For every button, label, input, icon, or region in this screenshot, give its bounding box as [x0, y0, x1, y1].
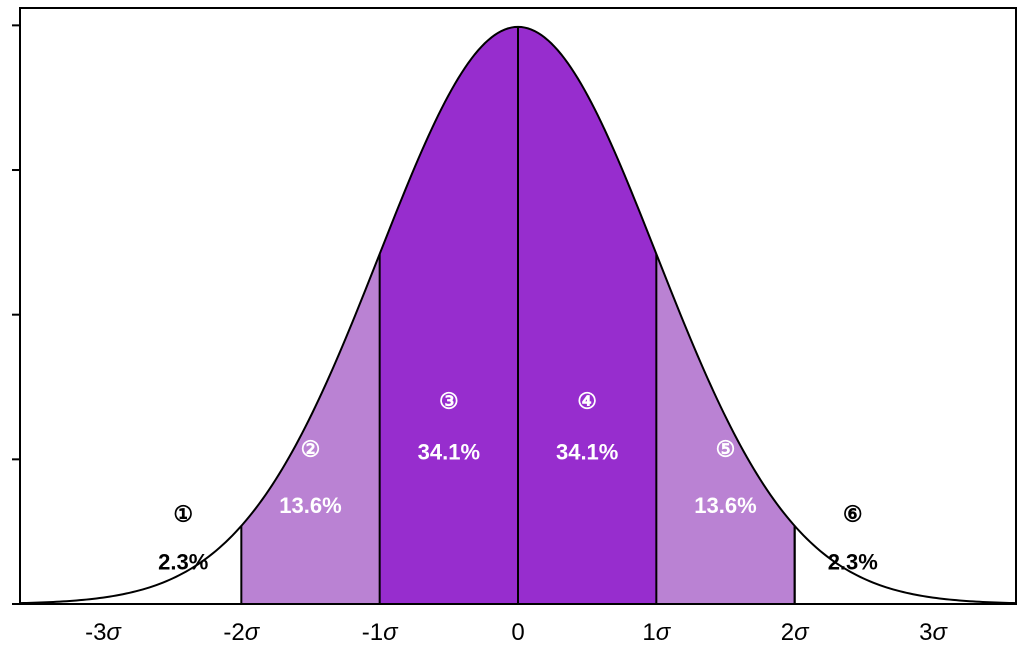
region-4-percent: 34.1% [556, 439, 618, 464]
region-3-fill [380, 27, 518, 604]
xtick-1sigma: 1σ [642, 619, 671, 646]
xtick-0sigma: 0 [511, 619, 524, 646]
xtick-3sigma: 3σ [919, 619, 948, 646]
xtick-2sigma: 2σ [781, 619, 810, 646]
region-6-percent: 2.3% [828, 549, 878, 574]
region-2-number: ② [301, 436, 321, 461]
region-3-percent: 34.1% [418, 439, 480, 464]
region-2-percent: 13.6% [279, 493, 341, 518]
xtick--2sigma: -2σ [223, 619, 260, 646]
xtick--1sigma: -1σ [362, 619, 399, 646]
xtick--3sigma: -3σ [85, 619, 122, 646]
region-5-number: ⑤ [716, 436, 736, 461]
region-6-number: ⑥ [843, 502, 863, 527]
region-4-fill [518, 27, 656, 604]
region-1-number: ① [173, 502, 193, 527]
region-3-number: ③ [439, 389, 459, 414]
normal-distribution-chart: ① 2.3% ② 13.6% ③ 34.1% ④ 34.1% ⑤ 13.6% ⑥ 2.3% -3σ -2σ… [0, 0, 1024, 670]
region-1-percent: 2.3% [158, 549, 208, 574]
region-5-percent: 13.6% [694, 493, 756, 518]
region-4-number: ④ [577, 389, 597, 414]
